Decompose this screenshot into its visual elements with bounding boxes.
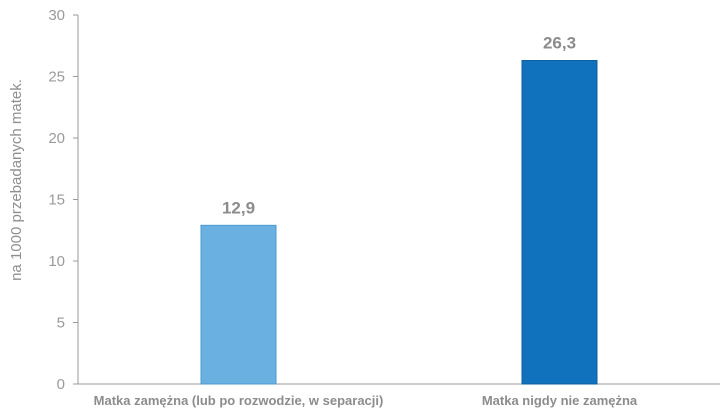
y-tick-label: 5: [57, 315, 65, 332]
y-tick-label: 25: [48, 69, 65, 86]
x-category-label: Matka nigdy nie zamężna: [482, 393, 638, 408]
y-tick-label: 15: [48, 192, 65, 209]
y-tick-label: 20: [48, 130, 65, 147]
y-tick-label: 0: [57, 376, 65, 393]
y-tick-label: 30: [48, 7, 65, 24]
bars-group: [200, 60, 598, 385]
data-label: 12,9: [222, 198, 255, 217]
bar: [521, 60, 598, 385]
y-axis-label: na 1000 przebadanych matek.: [8, 79, 25, 281]
x-category-label: Matka zamężna (lub po rozwodzie, w separ…: [94, 393, 384, 408]
y-axis-ticks: 0 5 10 15 20 25 30: [48, 7, 78, 393]
labels-group: 12,9 Matka zamężna (lub po rozwodzie, w s…: [94, 34, 638, 408]
bar: [200, 224, 277, 385]
data-label: 26,3: [543, 34, 576, 53]
y-tick-label: 10: [48, 253, 65, 270]
